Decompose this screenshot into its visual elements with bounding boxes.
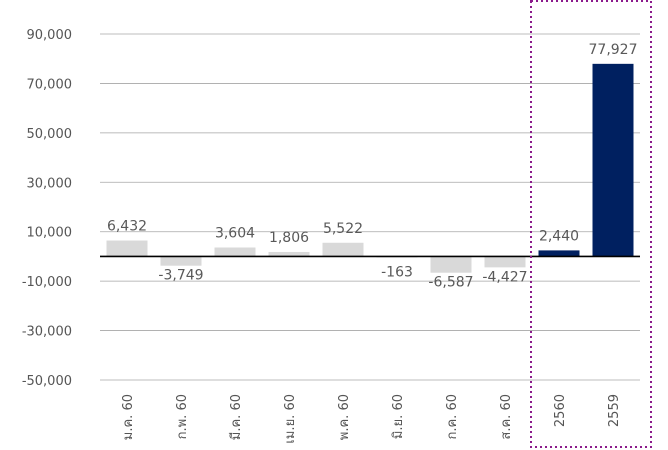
data-label: -3,749 bbox=[158, 268, 203, 284]
data-label: -163 bbox=[381, 264, 413, 280]
data-label: 1,806 bbox=[269, 230, 309, 246]
data-label: 77,927 bbox=[589, 42, 638, 58]
y-tick-label: -10,000 bbox=[22, 275, 72, 290]
bar-7 bbox=[430, 256, 472, 273]
bar-1 bbox=[106, 240, 148, 257]
data-label: 5,522 bbox=[323, 221, 363, 237]
x-tick-label: ก.พ. 60 bbox=[175, 394, 190, 439]
bar-5 bbox=[322, 242, 364, 257]
y-tick-label: -50,000 bbox=[22, 374, 72, 389]
y-tick-label: 50,000 bbox=[27, 127, 73, 142]
y-tick-label: 70,000 bbox=[27, 77, 73, 92]
data-label: 6,432 bbox=[107, 219, 147, 235]
y-tick-label: 90,000 bbox=[27, 28, 73, 43]
bar-4 bbox=[268, 251, 310, 257]
y-tick-label: -30,000 bbox=[22, 325, 72, 340]
x-tick-label: เม.ย. 60 bbox=[283, 394, 298, 444]
data-label: -4,427 bbox=[482, 269, 527, 285]
x-tick-label: ส.ค. 60 bbox=[499, 394, 514, 440]
x-tick-label: 2560 bbox=[553, 394, 568, 427]
x-tick-label: ก.ค. 60 bbox=[445, 394, 460, 440]
bar-2 bbox=[160, 256, 202, 266]
x-tick-label: 2559 bbox=[607, 394, 622, 427]
y-tick-label: 30,000 bbox=[27, 176, 73, 191]
bar-9 bbox=[538, 250, 580, 257]
bar-8 bbox=[484, 256, 526, 268]
data-label: -6,587 bbox=[428, 275, 473, 291]
x-tick-label: มี.ค. 60 bbox=[228, 394, 244, 440]
bar-3 bbox=[214, 247, 256, 257]
data-label: 3,604 bbox=[215, 226, 255, 242]
x-tick-label: ม.ค. 60 bbox=[121, 394, 136, 440]
x-tick-label: พ.ค. 60 bbox=[337, 394, 352, 440]
annual-highlight-box bbox=[530, 0, 652, 448]
y-tick-label: 10,000 bbox=[27, 226, 73, 241]
data-label: 2,440 bbox=[539, 228, 579, 244]
x-tick-label: มิ.ย. 60 bbox=[391, 394, 406, 439]
bar-10 bbox=[592, 63, 634, 257]
